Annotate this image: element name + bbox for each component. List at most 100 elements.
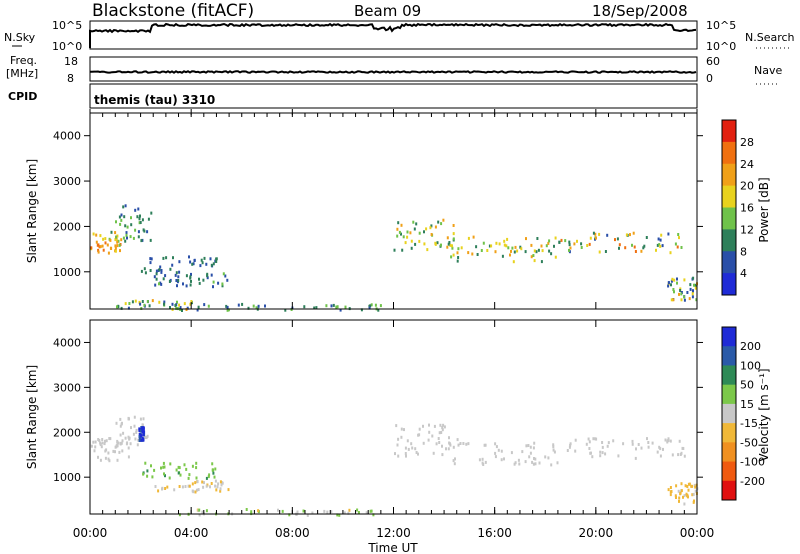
velocity-cell (198, 508, 201, 512)
velocity-cell (343, 511, 346, 515)
velocity-cell (168, 476, 171, 480)
velocity-y-axis-label: Slant Range [km] (25, 365, 39, 469)
velocity-cell (142, 431, 145, 435)
freq-tick-top: 18 (64, 55, 78, 68)
power-cell (198, 277, 200, 281)
power-cell (679, 287, 682, 291)
power-cell (212, 280, 215, 284)
time-x-ticks: 00:00 04:00 08:00 12:00 16:00 20:00 00:00 (73, 109, 714, 540)
velocity-cell (330, 510, 333, 514)
velocity-cell (130, 426, 132, 430)
velocity-cell (494, 455, 497, 459)
power-cell (415, 222, 418, 226)
velocity-cell (203, 481, 205, 485)
velocity-cell (680, 482, 683, 486)
x-tick-label: 20:00 (579, 526, 614, 540)
power-cell (658, 243, 661, 247)
velocity-cell (456, 438, 459, 442)
power-cell (162, 277, 165, 281)
power-cell (114, 231, 117, 235)
power-cell (98, 245, 101, 249)
power-cell (604, 250, 607, 253)
power-cell (452, 232, 455, 236)
power-cell (558, 240, 561, 244)
power-cell (190, 300, 193, 303)
power-cell (480, 249, 483, 252)
velocity-cell (115, 445, 118, 449)
power-cell (486, 249, 489, 252)
velocity-cell (124, 436, 127, 440)
velocity-cell (140, 434, 142, 438)
power-cell (225, 304, 228, 308)
power-cell (456, 251, 459, 255)
power-cell (423, 230, 425, 234)
power-cell (554, 255, 557, 259)
power-cell (227, 308, 230, 312)
power-cell (669, 251, 672, 255)
power-cell (475, 245, 478, 249)
power-cell (482, 241, 485, 245)
power-cell (122, 205, 125, 209)
power-cell (657, 237, 660, 241)
velocity-cell (209, 485, 211, 489)
power-cell (102, 248, 105, 252)
velocity-cell (417, 433, 420, 437)
velocity-cell (132, 432, 135, 436)
power-cell (155, 272, 158, 276)
power-colorbar-swatch (722, 229, 736, 252)
power-cell (120, 218, 123, 222)
power-cell (400, 232, 402, 236)
velocity-cell (437, 437, 440, 440)
velocity-cell (194, 481, 197, 485)
velocity-cell (407, 447, 410, 451)
velocity-colorbar-tick-label: 50 (740, 379, 754, 392)
power-cell (409, 231, 412, 235)
power-cell (175, 279, 178, 282)
velocity-colorbar-label: Velocity [m s⁻¹] (757, 368, 771, 461)
velocity-cell (681, 446, 684, 450)
power-cell (451, 246, 454, 250)
velocity-cell (680, 489, 683, 493)
power-cell (449, 243, 452, 247)
velocity-cell (587, 437, 590, 441)
power-cell (117, 305, 120, 309)
power-cell (158, 268, 161, 272)
power-cell (122, 236, 125, 240)
power-cell (396, 227, 399, 231)
power-cell (680, 298, 683, 302)
velocity-cell (142, 428, 145, 432)
power-cell (495, 241, 498, 245)
velocity-cell (154, 485, 157, 488)
power-cell (642, 246, 645, 250)
power-cell (149, 269, 152, 272)
power-cell (580, 246, 583, 249)
power-cell (215, 257, 218, 261)
velocity-cell (397, 454, 400, 458)
power-cell (672, 288, 675, 291)
velocity-colorbar-tick-label: -15 (740, 417, 758, 430)
velocity-cell (107, 451, 110, 455)
velocity-cell (552, 448, 555, 452)
velocity-cell (336, 513, 339, 517)
power-cell (124, 224, 127, 228)
power-cell (598, 250, 601, 254)
power-cell (659, 244, 662, 248)
power-cell (132, 236, 135, 240)
nave-tick-top: 60 (706, 55, 720, 68)
velocity-cell (651, 441, 654, 445)
power-cell (125, 233, 128, 237)
power-cell (410, 239, 413, 243)
velocity-cell (288, 513, 291, 517)
velocity-cell (684, 484, 687, 488)
nsearch-label: N.Search (745, 31, 795, 44)
power-cell (175, 271, 178, 275)
power-cell (670, 298, 673, 302)
velocity-cell (187, 476, 190, 480)
velocity-cell (120, 422, 123, 426)
velocity-cell (105, 448, 108, 452)
power-cell (169, 267, 172, 271)
velocity-cell (150, 464, 152, 468)
power-cell (138, 217, 141, 221)
velocity-cell (612, 439, 615, 443)
power-cell (206, 272, 209, 276)
